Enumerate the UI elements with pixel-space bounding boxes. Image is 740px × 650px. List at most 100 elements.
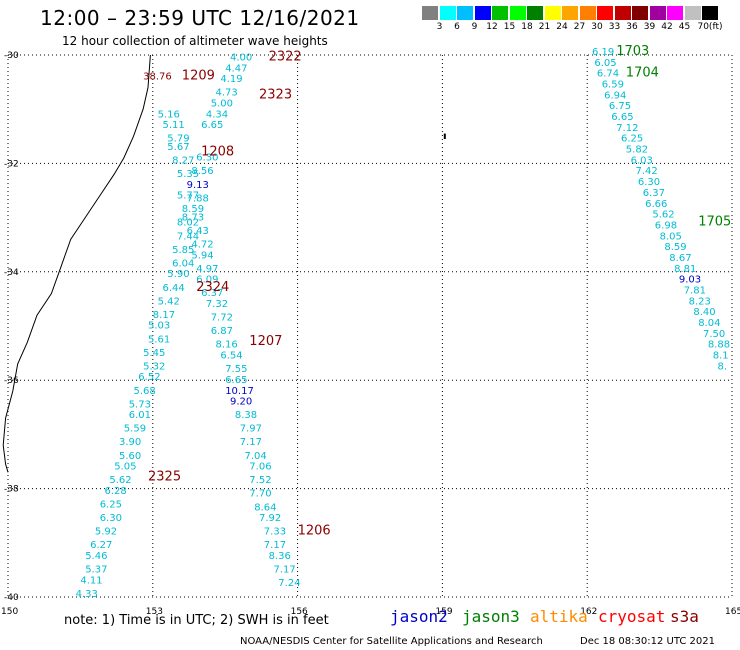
wave-height-value: 5.90 bbox=[167, 269, 189, 280]
wave-height-value: 8.05 bbox=[660, 231, 682, 242]
longitude-label: 162 bbox=[580, 607, 597, 617]
satellite-legend-item: cryosat bbox=[598, 607, 666, 626]
wave-height-value: 5.79 bbox=[167, 134, 189, 145]
color-scale-label: 18 bbox=[521, 22, 533, 32]
color-swatch bbox=[632, 6, 648, 20]
footer-note: note: 1) Time is in UTC; 2) SWH is in fe… bbox=[64, 613, 329, 628]
wave-height-value: 8.81 bbox=[674, 264, 696, 275]
color-scale-label: 70(ft) bbox=[697, 22, 723, 32]
wave-height-value: 6.44 bbox=[163, 283, 185, 294]
wave-height-value: 6.98 bbox=[655, 220, 677, 231]
pass-label: 1209 bbox=[182, 68, 215, 83]
color-swatch bbox=[439, 6, 456, 20]
wave-height-value: 4.73 bbox=[216, 88, 238, 99]
longitude-label: 153 bbox=[146, 607, 163, 617]
wave-height-value: 10.17 bbox=[225, 386, 254, 397]
wave-height-value: 5.82 bbox=[626, 145, 648, 156]
color-scale-label: 30 bbox=[591, 22, 603, 32]
latitude-label: -34 bbox=[4, 268, 19, 278]
wave-height-value: 6.87 bbox=[211, 326, 233, 337]
color-swatch bbox=[667, 6, 683, 20]
wave-height-value: 8.56 bbox=[191, 166, 213, 177]
longitude-label: 150 bbox=[1, 607, 18, 617]
color-scale-label: 15 bbox=[503, 22, 516, 32]
color-scale-label: 33 bbox=[608, 22, 621, 32]
wave-height-value: 5.60 bbox=[119, 451, 141, 462]
pass-label: 1704 bbox=[626, 66, 659, 81]
wave-height-value: 7.06 bbox=[249, 462, 271, 473]
pass-label: 2322 bbox=[269, 49, 302, 64]
wave-height-value: 5.16 bbox=[158, 109, 180, 120]
wave-height-value: 5.35 bbox=[177, 169, 199, 180]
pass-label: 1206 bbox=[298, 524, 331, 539]
wave-height-value: 5.68 bbox=[134, 386, 156, 397]
wave-height-value: 4.00 bbox=[230, 52, 252, 63]
wave-height-value: 7.17 bbox=[264, 540, 286, 551]
wave-height-value: 5.32 bbox=[143, 361, 165, 372]
color-scale-label: 42 bbox=[661, 22, 673, 32]
pass-label: 1705 bbox=[698, 215, 731, 230]
generation-timestamp: Dec 18 08:30:12 UTC 2021 bbox=[580, 636, 715, 647]
color-scale-label: 36 bbox=[626, 22, 638, 32]
wave-height-value: 6.19 bbox=[592, 47, 614, 58]
wave-height-value: 6.30 bbox=[196, 153, 218, 164]
pass-label: 2325 bbox=[148, 470, 181, 485]
wave-height-value: 6.37 bbox=[643, 188, 665, 199]
color-swatch bbox=[509, 6, 526, 20]
color-swatch bbox=[474, 6, 491, 20]
wave-height-value: 5.00 bbox=[211, 99, 233, 110]
wave-height-value: 7.33 bbox=[264, 527, 286, 538]
latitude-label: -38 bbox=[4, 485, 19, 495]
wave-height-value: 5.42 bbox=[158, 296, 180, 307]
wave-height-value: 8.59 bbox=[182, 204, 204, 215]
wave-height-value: 6.27 bbox=[90, 540, 112, 551]
latitude-label: -36 bbox=[4, 376, 19, 386]
wave-height-value: 5.85 bbox=[172, 245, 194, 256]
wave-height-value: 6.03 bbox=[631, 155, 653, 166]
wave-height-value: 4.72 bbox=[191, 239, 213, 250]
coastline bbox=[2, 54, 151, 473]
wave-height-value: 6.94 bbox=[604, 90, 626, 101]
wave-height-value: 5.62 bbox=[652, 210, 674, 221]
color-scale-label: 21 bbox=[538, 22, 551, 32]
wave-height-value: 8.23 bbox=[689, 296, 711, 307]
wave-height-value: 6.37 bbox=[201, 288, 223, 299]
wave-height-value: 7.17 bbox=[240, 437, 262, 448]
wave-height-value: 6.65 bbox=[225, 375, 247, 386]
wave-height-value: 9.20 bbox=[230, 397, 252, 408]
wave-height-value: 7.97 bbox=[240, 424, 262, 435]
color-swatch bbox=[527, 6, 543, 20]
wave-height-value: 7.42 bbox=[636, 166, 658, 177]
wave-height-value: 8.40 bbox=[693, 307, 715, 318]
wave-height-value: 6.05 bbox=[594, 58, 616, 69]
wave-height-value: 6.30 bbox=[100, 513, 122, 524]
color-scale-label: 3 bbox=[436, 22, 443, 32]
wave-height-value: 9.13 bbox=[187, 180, 209, 191]
longitude-label: 165 bbox=[725, 607, 740, 617]
color-scale-label: 24 bbox=[556, 22, 568, 32]
wave-height-value: 7.52 bbox=[249, 475, 271, 486]
pass-label: 2323 bbox=[259, 87, 292, 102]
wave-height-value: 6.74 bbox=[597, 69, 619, 80]
latitude-label: -30 bbox=[4, 51, 19, 61]
wave-height-value: 4.47 bbox=[225, 63, 247, 74]
color-scale-label: 6 bbox=[454, 22, 460, 32]
wave-height-value: 6.66 bbox=[645, 199, 667, 210]
pass-label: 2324 bbox=[196, 280, 229, 295]
wave-height-value: 8.38 bbox=[235, 410, 257, 421]
credit-text: NOAA/NESDIS Center for Satellite Applica… bbox=[240, 636, 543, 647]
wave-height-value: 4.34 bbox=[206, 109, 228, 120]
wave-height-value: 5.46 bbox=[85, 551, 107, 562]
wave-height-value: 6.28 bbox=[105, 486, 127, 497]
color-swatch bbox=[579, 6, 596, 20]
wave-height-value: 6.75 bbox=[609, 101, 631, 112]
map-title: 12:00 – 23:59 UTC 12/16/2021 bbox=[40, 6, 360, 30]
wave-height-value: 7.88 bbox=[187, 193, 209, 204]
satellite-legend-item: jason2 bbox=[390, 607, 448, 626]
color-swatch bbox=[457, 6, 473, 20]
map-subtitle: 12 hour collection of altimeter wave hei… bbox=[62, 34, 328, 48]
wave-height-value: 8.64 bbox=[254, 502, 276, 513]
wave-height-value: 8.36 bbox=[269, 551, 291, 562]
wave-height-value: 8.16 bbox=[216, 340, 238, 351]
